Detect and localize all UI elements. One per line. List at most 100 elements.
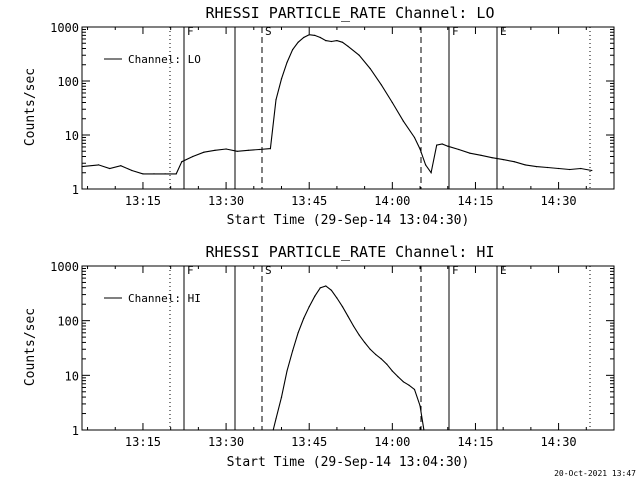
lo-data-point <box>292 49 294 51</box>
hi-legend: Channel: HI <box>104 292 201 305</box>
hi-data-point <box>325 285 327 287</box>
lo-event-marker-label: E <box>500 25 507 38</box>
lo-data-point <box>369 68 371 70</box>
lo-data-point <box>225 148 227 150</box>
hi-data-point <box>303 317 305 319</box>
lo-data-point <box>341 41 344 43</box>
hi-data-point <box>419 405 421 407</box>
hi-data-point <box>391 370 393 372</box>
lo-event-marker-label: F <box>187 25 194 38</box>
lo-x-axis-label: Start Time (29-Sep-14 13:04:30) <box>227 213 470 228</box>
lo-plot-frame <box>81 26 615 190</box>
lo-data-point <box>546 166 549 169</box>
hi-series-line <box>272 285 425 431</box>
lo-data-point <box>591 169 593 172</box>
hi-data-point <box>341 306 344 308</box>
lo-data-point <box>214 149 216 151</box>
lo-event-marker-label: F <box>452 25 459 38</box>
hi-x-tick-label: 13:15 <box>125 435 161 449</box>
hi-y-tick-label: 100 <box>57 315 79 329</box>
lo-data-point <box>480 154 482 156</box>
lo-data-point <box>275 99 277 101</box>
lo-data-point <box>535 166 538 168</box>
lo-data-point <box>491 157 493 159</box>
lo-x-tick-label: 14:00 <box>374 194 410 208</box>
lo-data-point <box>175 173 177 175</box>
lo-y-tick-label: 1000 <box>50 21 79 35</box>
lo-legend-label: Channel: LO <box>128 53 201 66</box>
hi-x-tick-label: 13:30 <box>208 435 244 449</box>
hi-legend-label: Channel: HI <box>128 292 201 305</box>
lo-data-point <box>142 173 144 175</box>
hi-data-point <box>413 388 416 391</box>
hi-chart-title: RHESSI PARTICLE_RATE Channel: HI <box>206 243 495 261</box>
hi-data-point <box>364 341 366 343</box>
lo-chart-title: RHESSI PARTICLE_RATE Channel: LO <box>206 4 495 22</box>
hi-data-point <box>386 363 388 365</box>
hi-data-point <box>319 287 321 289</box>
lo-data-point <box>441 143 443 145</box>
lo-x-tick-label: 13:15 <box>125 194 161 208</box>
lo-data-point <box>513 161 515 163</box>
hi-y-tick-label: 10 <box>65 369 79 383</box>
lo-data-point <box>308 34 310 36</box>
hi-data-point <box>352 325 355 327</box>
lo-data-point <box>358 54 360 56</box>
lo-x-tick-label: 14:15 <box>457 194 493 208</box>
lo-data-point <box>502 159 504 161</box>
lo-series-layer <box>81 34 593 175</box>
hi-data-point <box>286 370 288 372</box>
hi-data-point <box>358 334 360 336</box>
lo-y-tick-label: 10 <box>65 129 79 143</box>
hi-data-point <box>275 418 277 420</box>
lo-data-point <box>314 34 316 37</box>
hi-data-point <box>280 396 283 398</box>
hi-x-tick-label: 14:00 <box>374 435 410 449</box>
lo-data-point <box>164 173 166 175</box>
lo-data-point <box>269 148 271 150</box>
lo-data-point <box>258 148 260 151</box>
lo-data-point <box>430 172 432 174</box>
lo-data-point <box>580 167 582 170</box>
hi-y-axis-label: Counts/sec <box>23 308 38 386</box>
date-stamp: 20-Oct-2021 13:47 <box>554 469 636 478</box>
lo-data-point <box>297 41 299 43</box>
lo-data-point <box>524 164 526 166</box>
hi-plot-frame <box>81 265 615 431</box>
lo-data-point <box>558 167 560 170</box>
lo-data-point <box>458 148 460 151</box>
hi-data-point <box>336 297 338 299</box>
lo-data-point <box>569 168 571 171</box>
lo-data-point <box>336 40 338 42</box>
lo-data-point <box>98 164 100 166</box>
lo-data-point <box>203 151 205 153</box>
lo-y-axis-label: Counts/sec <box>23 68 38 146</box>
hi-data-point <box>369 348 371 350</box>
hi-x-axis-label: Start Time (29-Sep-14 13:04:30) <box>227 455 470 470</box>
lo-data-point <box>303 36 305 39</box>
hi-y-tick-label: 1 <box>72 424 79 438</box>
hi-channel-plot: RHESSI PARTICLE_RATE Channel: HI Start T… <box>23 243 615 470</box>
hi-event-marker-label: S <box>265 264 272 277</box>
lo-data-point <box>380 84 382 86</box>
lo-data-point <box>286 61 288 64</box>
lo-y-tick-label: 100 <box>57 75 79 89</box>
hi-x-tick-label: 14:30 <box>541 435 577 449</box>
lo-data-point <box>325 40 327 42</box>
hi-y-tick-label: 1000 <box>50 260 79 274</box>
hi-data-point <box>408 384 410 386</box>
lo-data-point <box>330 40 332 43</box>
lo-data-point <box>131 169 133 172</box>
lo-data-point <box>247 149 249 151</box>
hi-data-point <box>308 306 310 308</box>
hi-event-marker-label: E <box>500 264 507 277</box>
lo-data-point <box>436 144 438 146</box>
lo-data-point <box>319 36 321 39</box>
hi-series-layer <box>272 285 425 431</box>
hi-x-tick-label: 14:15 <box>457 435 493 449</box>
lo-data-point <box>413 136 416 139</box>
lo-data-point <box>419 148 421 150</box>
lo-data-point <box>181 161 183 163</box>
lo-data-point <box>109 167 111 170</box>
